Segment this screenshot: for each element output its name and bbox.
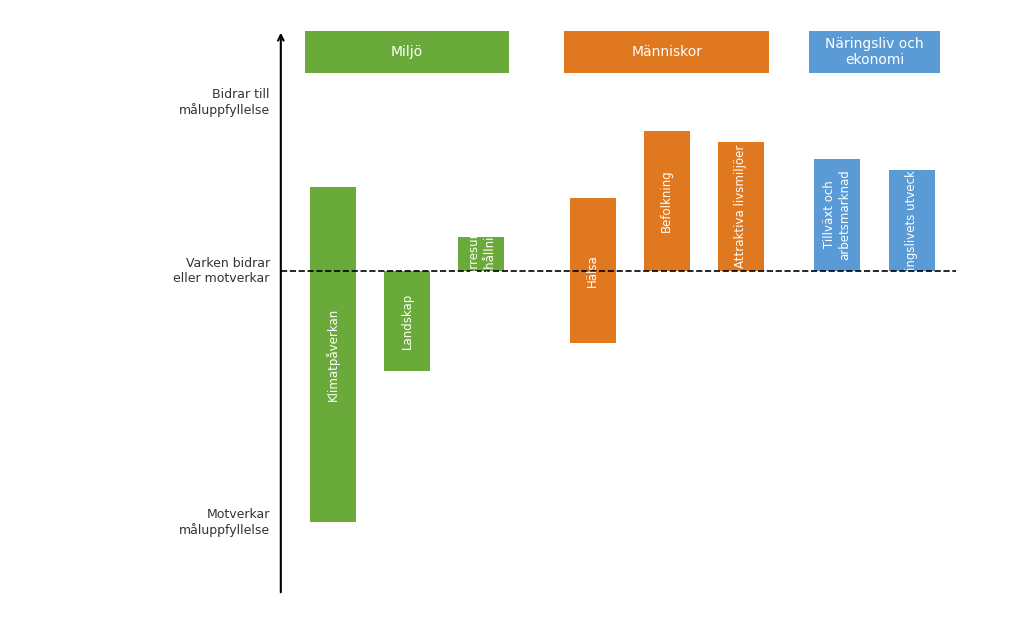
Text: Miljö: Miljö — [391, 46, 423, 59]
Text: Befolkning: Befolkning — [660, 169, 673, 232]
Bar — [458, 237, 504, 271]
FancyBboxPatch shape — [809, 31, 940, 73]
FancyBboxPatch shape — [304, 31, 509, 73]
Text: Varken bidrar
eller motverkar: Varken bidrar eller motverkar — [173, 256, 269, 284]
Text: Tillväxt och
arbetsmarknad: Tillväxt och arbetsmarknad — [823, 169, 851, 260]
Bar — [889, 170, 935, 271]
Text: Landskap: Landskap — [400, 292, 414, 349]
Text: Människor: Människor — [631, 46, 702, 59]
Bar — [644, 131, 690, 271]
Bar — [814, 159, 860, 271]
Text: Näringsliv och
ekonomi: Näringsliv och ekonomi — [825, 38, 924, 68]
Text: Attraktiva livsmiljöer: Attraktiva livsmiljöer — [734, 144, 748, 268]
FancyBboxPatch shape — [564, 31, 769, 73]
Bar — [384, 271, 430, 371]
Text: Hälsa: Hälsa — [586, 254, 599, 287]
Text: Bidrar till
måluppfyllelse: Bidrar till måluppfyllelse — [178, 88, 269, 118]
Bar — [718, 142, 764, 271]
Bar — [569, 198, 615, 343]
Text: Klimatpåverkan: Klimatpåverkan — [326, 308, 340, 401]
Text: Naturresurser
hushållning: Naturresurser hushållning — [467, 213, 496, 295]
Text: Näringslivets utveckling: Näringslivets utveckling — [905, 149, 919, 291]
Bar — [309, 187, 355, 522]
Text: Motverkar
måluppfyllelse: Motverkar måluppfyllelse — [178, 508, 269, 537]
